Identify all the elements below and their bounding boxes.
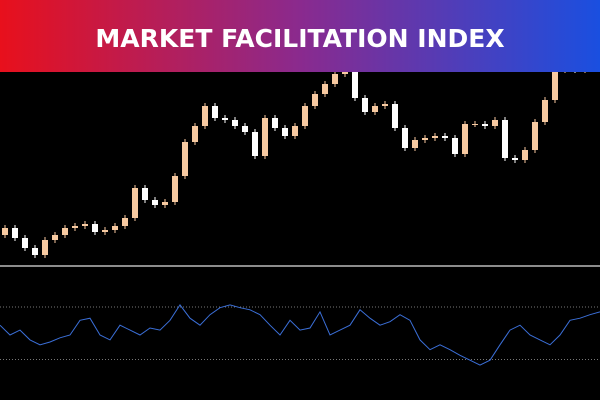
candle-body [302, 106, 308, 126]
candle-body [452, 138, 458, 154]
candle-body [162, 202, 168, 205]
candle-body [312, 94, 318, 106]
candle-body [542, 100, 548, 122]
candle-body [322, 84, 328, 94]
candle-body [2, 228, 8, 235]
candle-body [222, 118, 228, 120]
candle-body [212, 106, 218, 118]
candle-body [112, 226, 118, 230]
candle-body [62, 228, 68, 235]
candle-body [42, 240, 48, 255]
candle-body [482, 124, 488, 126]
candle-body [492, 120, 498, 126]
candle-body [182, 142, 188, 176]
candle-body [122, 218, 128, 226]
candle-body [272, 118, 278, 128]
chart-title: MARKET FACILITATION INDEX [95, 24, 504, 53]
candle-body [12, 228, 18, 238]
candle-body [202, 106, 208, 126]
candle-body [422, 138, 428, 140]
candle-body [152, 200, 158, 205]
candle-body [82, 224, 88, 226]
candle-body [512, 158, 518, 160]
candle-body [552, 70, 558, 100]
candle-body [252, 132, 258, 156]
candle-body [392, 104, 398, 128]
candle-body [522, 150, 528, 160]
candle-body [142, 188, 148, 200]
candle-body [22, 238, 28, 248]
candle-body [432, 136, 438, 138]
candle-body [472, 124, 478, 125]
candle-body [232, 120, 238, 126]
candle-body [442, 136, 448, 138]
candle-body [92, 224, 98, 232]
candle-body [172, 176, 178, 202]
candle-body [242, 126, 248, 132]
candle-body [102, 230, 108, 232]
indicator-line [0, 304, 600, 366]
candle-body [412, 140, 418, 148]
candle-body [192, 126, 198, 142]
title-banner [0, 0, 600, 72]
candle-body [52, 235, 58, 240]
candle-body [352, 70, 358, 98]
candle-body [532, 122, 538, 150]
candle-body [72, 226, 78, 228]
candle-body [372, 106, 378, 112]
candle-body [502, 120, 508, 158]
candle-body [282, 128, 288, 136]
candle-body [462, 124, 468, 154]
candle-body [402, 128, 408, 148]
candle-body [292, 126, 298, 136]
candle-body [262, 118, 268, 156]
candle-body [382, 104, 388, 106]
candle-body [332, 74, 338, 84]
candle-body [32, 248, 38, 255]
candle-body [362, 98, 368, 112]
candle-body [132, 188, 138, 218]
